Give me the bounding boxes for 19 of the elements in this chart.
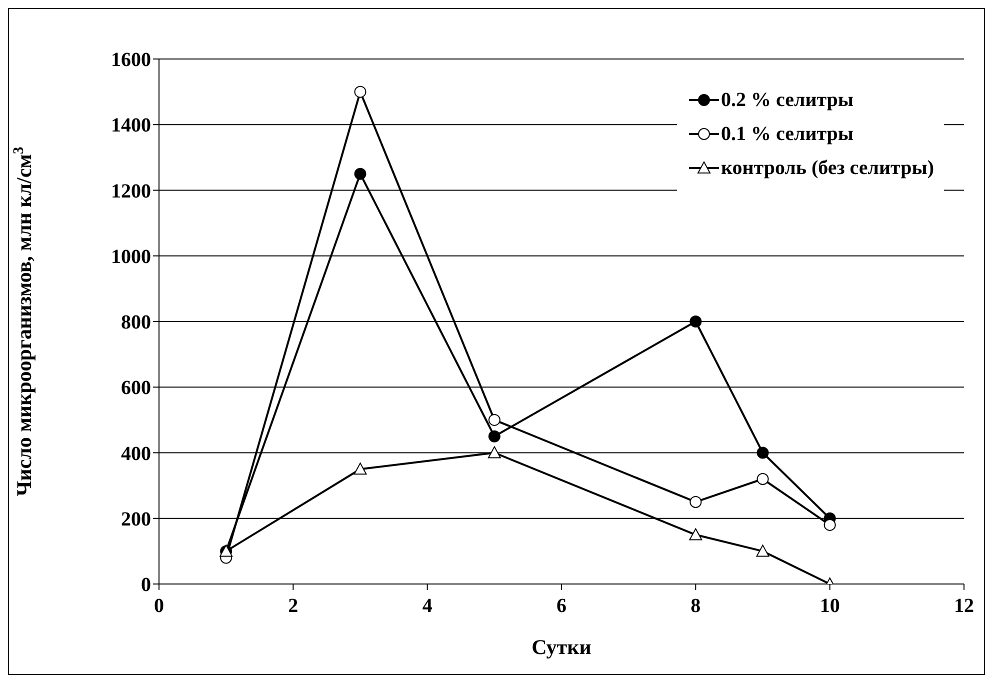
legend-label: 0.2 % селитры xyxy=(720,88,854,113)
y-tick-label: 400 xyxy=(121,442,151,465)
y-tick-label: 0 xyxy=(141,574,151,596)
x-tick-label: 2 xyxy=(288,595,298,618)
y-tick-label: 1000 xyxy=(111,246,151,268)
x-tick-label: 6 xyxy=(556,595,566,618)
y-tick-label: 800 xyxy=(121,312,151,334)
y-tick-label: 1200 xyxy=(111,180,151,202)
x-tick-label: 8 xyxy=(690,595,701,618)
y-tick-label: 200 xyxy=(121,508,151,530)
x-tick-label: 10 xyxy=(820,595,840,618)
x-axis-title: Сутки xyxy=(532,635,592,659)
y-tick-label: 1400 xyxy=(111,114,151,137)
x-tick-label: 12 xyxy=(954,595,974,618)
y-tick-label: 600 xyxy=(121,377,151,400)
y-tick-label: 1600 xyxy=(111,49,151,72)
legend-label: 0.1 % селитры xyxy=(720,122,854,147)
x-tick-label: 4 xyxy=(422,595,432,618)
legend-label: контроль (без селитры) xyxy=(720,156,934,181)
